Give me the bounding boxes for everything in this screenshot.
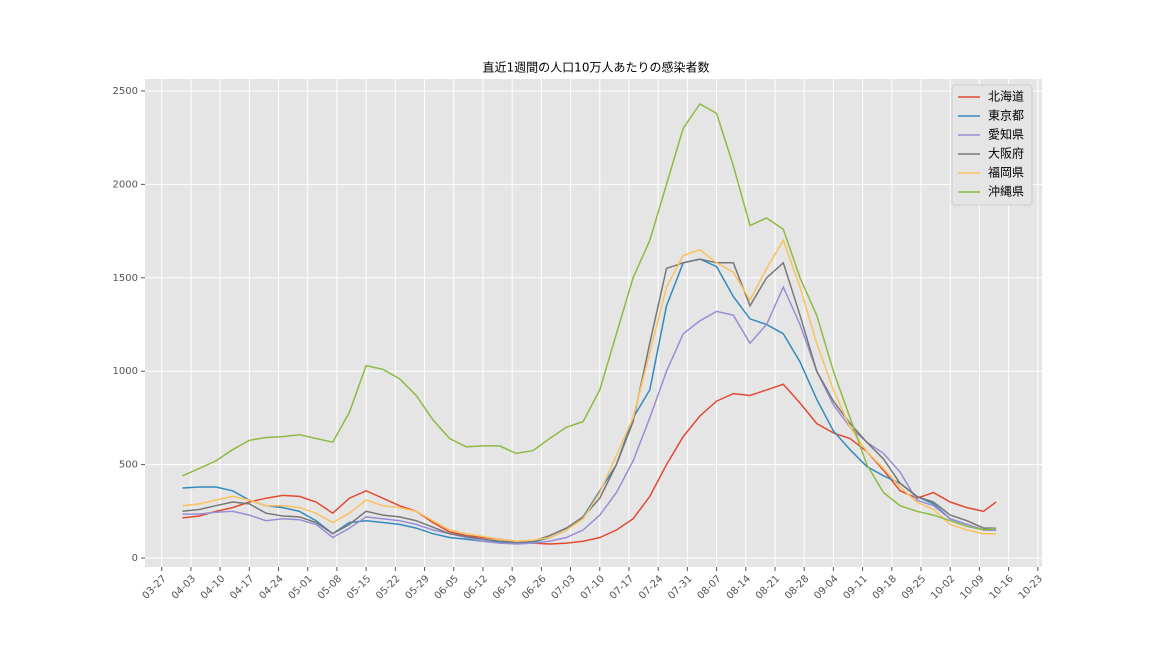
x-tick-label: 10-23 bbox=[1017, 573, 1045, 601]
x-tick-label: 04-10 bbox=[199, 573, 227, 601]
x-tick-label: 07-03 bbox=[549, 573, 577, 601]
y-tick-label: 0 bbox=[132, 553, 138, 564]
x-tick-label: 08-14 bbox=[725, 573, 753, 601]
x-tick-label: 09-04 bbox=[812, 573, 840, 601]
series-line bbox=[182, 258, 997, 543]
x-tick-label: 05-15 bbox=[345, 573, 373, 601]
x-tick-label: 09-25 bbox=[900, 573, 928, 601]
y-tick-label: 2000 bbox=[113, 179, 138, 190]
legend-label: 東京都 bbox=[988, 109, 1024, 123]
x-tick-label: 05-22 bbox=[374, 573, 402, 601]
x-tick-label: 08-21 bbox=[754, 573, 782, 601]
x-tick-label: 09-18 bbox=[871, 573, 899, 601]
legend-label: 北海道 bbox=[988, 89, 1024, 104]
chart-title: 直近1週間の人口10万人あたりの感染者数 bbox=[483, 60, 710, 75]
x-tick-label: 08-07 bbox=[695, 573, 723, 601]
x-tick-label: 06-12 bbox=[462, 573, 490, 601]
y-tick-label: 1000 bbox=[113, 366, 138, 377]
x-tick-label: 05-08 bbox=[316, 573, 344, 601]
x-tick-label: 07-10 bbox=[579, 573, 607, 601]
series-line bbox=[182, 383, 997, 545]
x-tick-label: 04-03 bbox=[170, 573, 198, 601]
x-tick-label: 06-26 bbox=[520, 573, 548, 601]
y-tick-label: 500 bbox=[119, 460, 138, 471]
plot-area bbox=[145, 79, 1042, 567]
x-tick-label: 06-05 bbox=[433, 573, 461, 601]
x-tick-label: 05-01 bbox=[287, 573, 315, 601]
x-tick-label: 05-29 bbox=[403, 573, 431, 601]
x-tick-label: 08-28 bbox=[783, 573, 811, 601]
y-tick-label: 2500 bbox=[113, 86, 138, 97]
legend-box bbox=[951, 84, 1033, 206]
x-tick-label: 03-27 bbox=[141, 573, 169, 601]
legend-label: 大阪府 bbox=[988, 146, 1024, 161]
legend-label: 沖縄県 bbox=[988, 184, 1024, 199]
x-tick-label: 10-09 bbox=[958, 573, 986, 601]
series-line bbox=[182, 258, 997, 544]
series-line bbox=[182, 238, 997, 542]
x-tick-label: 04-24 bbox=[257, 573, 285, 601]
x-tick-label: 10-02 bbox=[929, 573, 957, 601]
series-line bbox=[182, 103, 997, 531]
x-tick-label: 07-31 bbox=[666, 573, 694, 601]
x-tick-label: 07-17 bbox=[608, 573, 636, 601]
y-tick-label: 1500 bbox=[113, 273, 138, 284]
x-tick-label: 06-19 bbox=[491, 573, 519, 601]
x-tick-label: 07-24 bbox=[637, 573, 665, 601]
x-tick-label: 04-17 bbox=[228, 573, 256, 601]
legend-label: 福岡県 bbox=[988, 165, 1024, 180]
legend-label: 愛知県 bbox=[988, 128, 1024, 142]
x-tick-label: 10-16 bbox=[988, 573, 1016, 601]
x-tick-label: 09-11 bbox=[842, 573, 870, 601]
